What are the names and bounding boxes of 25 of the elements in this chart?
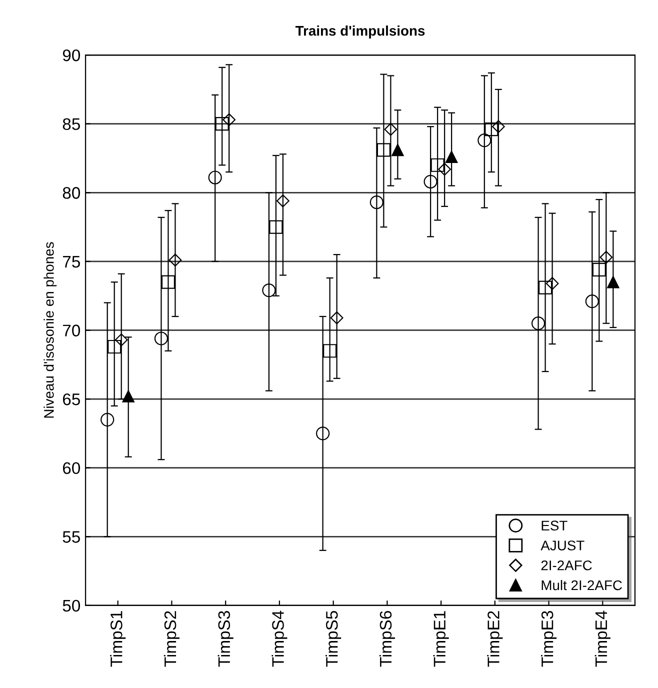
y-tick-label: 65 [62,393,80,406]
chart-title: Trains d'impulsions [295,26,425,38]
y-tick-label: 90 [62,49,80,62]
x-tick-label: TimpE3 [541,611,557,667]
y-axis-title: Niveau d'isosonie en phones [44,242,57,418]
x-tick-label: TimpS5 [326,610,342,667]
x-tick-label: TimpS1 [110,611,126,667]
y-tick-label: 50 [62,600,80,612]
x-tick-label: TimpE4 [594,610,610,667]
x-tick-label: TimpS3 [218,611,234,667]
y-tick-label: 75 [62,256,80,268]
legend-label: Mult 2I-2AFC [542,580,622,590]
x-tick-label: TimpS2 [164,611,180,667]
y-tick-label: 55 [62,531,80,543]
x-tick-label: TimpE1 [433,611,449,667]
x-tick-label: TimpE2 [487,611,503,667]
x-tick-label: TimpS6 [379,611,395,667]
legend-label: 2I-2AFC [541,560,592,570]
y-tick-label: 80 [62,187,80,199]
y-tick-label: 60 [62,462,80,474]
legend-label: AJUST [540,540,584,550]
x-tick-label: TimpS4 [272,610,288,667]
legend-label: EST [542,520,568,531]
y-tick-label: 85 [62,118,80,130]
y-tick-label: 70 [62,324,80,336]
